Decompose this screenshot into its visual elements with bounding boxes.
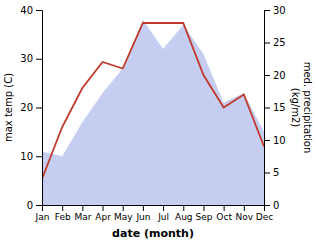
tick-mark [163,205,164,211]
tick-mark [36,108,42,109]
tick: 20 [264,70,286,81]
tick-label: Nov [236,212,254,222]
plot: JanFebMarAprMayJunJulAugSepOctNovDec0102… [3,5,314,240]
tick-mark [36,10,42,11]
tick-mark [264,10,270,11]
tick-label: 10 [20,151,33,162]
tick: Aug [175,205,193,222]
tick-label: 10 [273,135,286,146]
y2-axis-title: med. precipitation(kg/m2) [291,62,314,154]
tick: Oct [216,205,232,222]
tick: 0 [264,200,279,211]
marks [42,20,264,205]
tick-mark [264,140,270,141]
x-axis-title: date (month) [112,227,194,240]
axis-line [43,206,265,212]
tick: Feb [55,205,71,222]
y2-axis: 0 5 10 15 20 25 30 [264,5,286,211]
y2-axis-title-line: med. precipitation [303,62,314,154]
tick: Mar [74,205,91,222]
tick-label: Apr [95,212,111,222]
tick-mark [244,205,245,211]
tick-label: 30 [273,5,286,16]
tick: 10 [20,151,42,162]
tick-label: Feb [55,212,71,222]
tick-label: 25 [273,37,286,48]
tick-mark [82,205,83,211]
tick-mark [203,205,204,211]
tick: Nov [236,205,254,222]
temp-area [42,20,264,205]
tick-mark [264,173,270,174]
tick-label: Jul [157,212,169,222]
tick: 20 [20,102,42,113]
tick: 40 [20,5,42,16]
tick-label: May [114,212,133,222]
tick-label: Dec [256,212,273,222]
x-axis: Jan FebMar AprMayJun Jul AugSep Oct NovDec [35,205,274,222]
y2-axis-title-line: (kg/m2) [291,88,302,128]
tick: 0 [27,200,42,211]
axis-line [36,11,43,206]
tick: 10 [264,135,286,146]
tick-mark [36,156,42,157]
tick-label: 30 [20,53,33,64]
tick: Sep [195,205,212,222]
tick-label: 20 [20,102,33,113]
tick-label: 0 [27,200,33,211]
tick-mark [264,75,270,76]
tick: Jun [135,205,150,222]
tick-label: Jan [35,212,50,222]
tick-mark [183,205,184,211]
tick: May [114,205,133,222]
tick-mark [36,205,42,206]
tick-label: 0 [273,200,279,211]
tick: Jan [35,205,50,222]
y-axis: 0 10 20 30 40 [20,5,42,211]
tick-label: Jun [135,212,150,222]
tick-mark [103,205,104,211]
tick: 30 [264,5,286,16]
tick: 5 [264,167,279,178]
tick-label: 5 [273,167,279,178]
axis-line [265,11,271,206]
tick-mark [143,205,144,211]
tick-label: 15 [273,102,286,113]
tick-mark [264,43,270,44]
tick: 30 [20,53,42,64]
chart: JanFebMarAprMayJunJulAugSepOctNovDec0102… [0,0,318,247]
tick-mark [62,205,63,211]
tick-label: Oct [216,212,232,222]
tick-label: Aug [175,212,193,222]
tick: Jul [157,205,169,222]
tick-mark [264,205,270,206]
tick: Apr [95,205,111,222]
y-axis-title: max temp (C) [3,73,14,142]
tick-mark [264,108,270,109]
tick-mark [123,205,124,211]
tick: 25 [264,37,286,48]
tick-label: 20 [273,70,286,81]
tick-mark [224,205,225,211]
precip-line [42,23,264,179]
tick-label: 40 [20,5,33,16]
tick-mark [36,59,42,60]
tick-label: Sep [195,212,212,222]
tick: 15 [264,102,286,113]
tick-label: Mar [74,212,91,222]
tick: Dec [256,205,273,222]
